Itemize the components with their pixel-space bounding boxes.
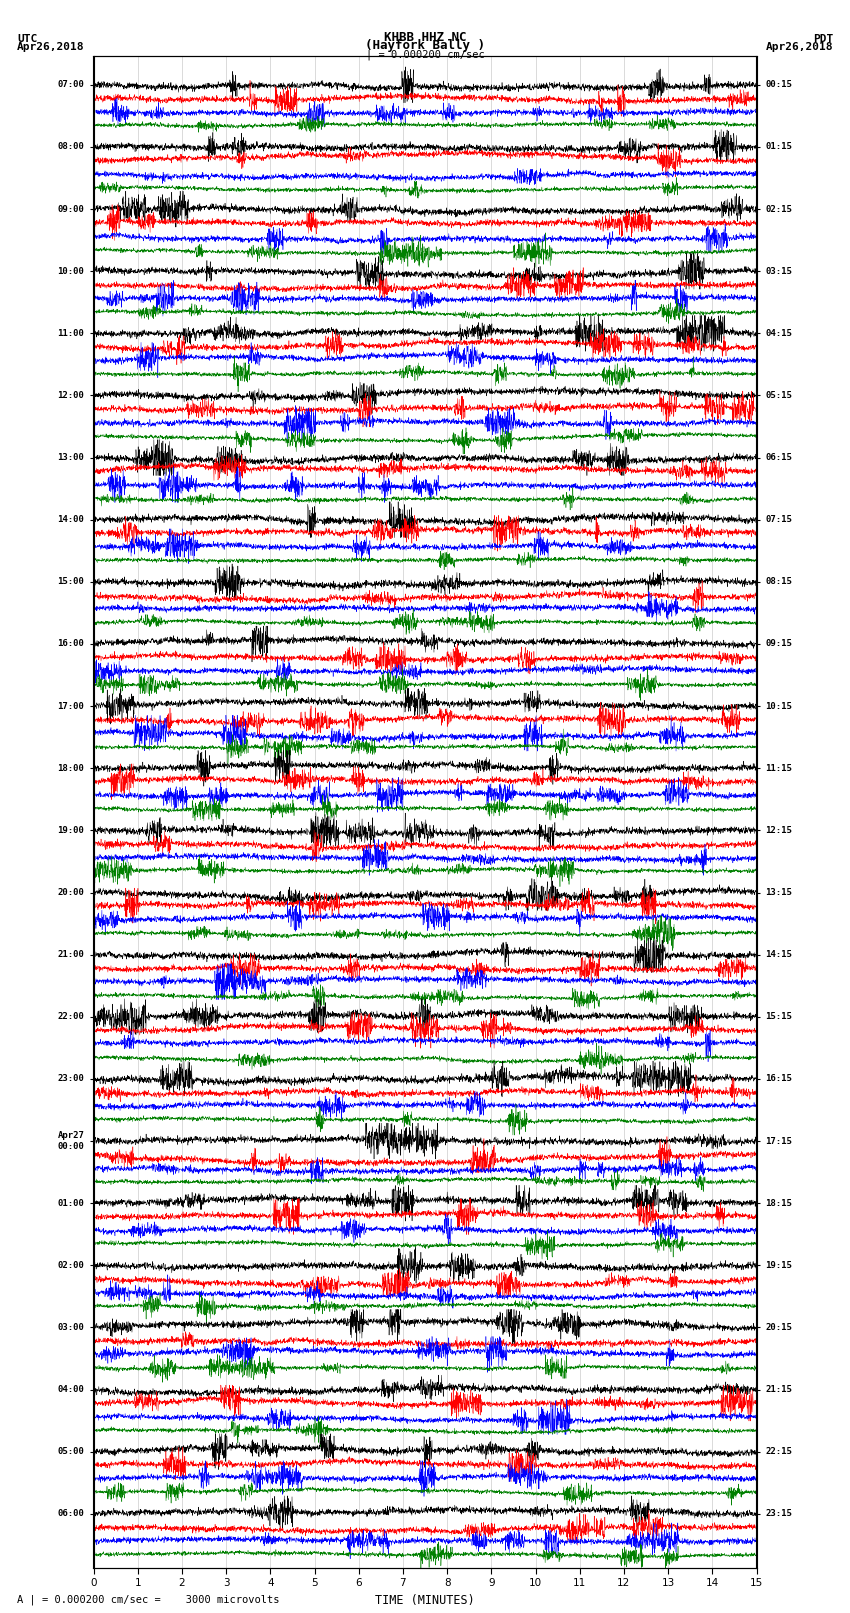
Text: | = 0.000200 cm/sec: | = 0.000200 cm/sec: [366, 50, 484, 60]
Text: UTC: UTC: [17, 34, 37, 44]
Text: A | = 0.000200 cm/sec =    3000 microvolts: A | = 0.000200 cm/sec = 3000 microvolts: [17, 1594, 280, 1605]
Text: KHBB HHZ NC: KHBB HHZ NC: [383, 31, 467, 44]
Text: Apr26,2018: Apr26,2018: [17, 42, 84, 52]
Text: Apr26,2018: Apr26,2018: [766, 42, 833, 52]
Text: (Hayfork Bally ): (Hayfork Bally ): [365, 39, 485, 52]
Text: PDT: PDT: [813, 34, 833, 44]
X-axis label: TIME (MINUTES): TIME (MINUTES): [375, 1594, 475, 1607]
